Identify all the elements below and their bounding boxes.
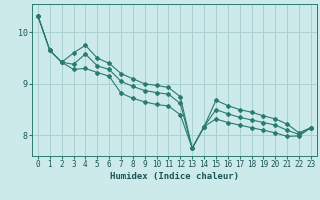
X-axis label: Humidex (Indice chaleur): Humidex (Indice chaleur) [110,172,239,181]
